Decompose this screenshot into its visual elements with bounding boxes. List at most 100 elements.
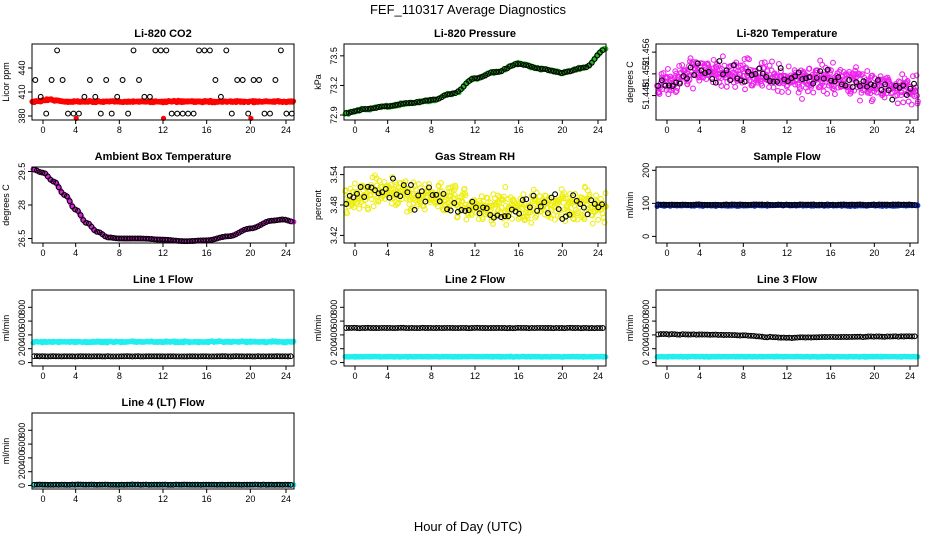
data-point xyxy=(856,83,863,90)
data-point xyxy=(444,91,451,98)
data-point xyxy=(479,216,486,223)
data-point xyxy=(885,87,892,94)
data-point xyxy=(805,201,812,208)
data-point xyxy=(682,201,689,208)
series-average xyxy=(31,353,294,360)
data-point xyxy=(211,353,218,360)
data-point xyxy=(599,201,605,208)
series-average xyxy=(343,324,606,332)
data-point xyxy=(575,65,582,72)
data-point xyxy=(657,331,664,338)
data-point xyxy=(865,333,872,340)
data-point xyxy=(894,92,901,99)
data-point xyxy=(447,207,454,214)
data-point xyxy=(769,334,776,341)
data-point xyxy=(354,107,361,114)
x-tick-label: 16 xyxy=(826,248,836,258)
x-tick-label: 8 xyxy=(429,248,434,258)
data-point xyxy=(58,353,65,360)
x-tick-label: 24 xyxy=(281,248,291,258)
data-point xyxy=(65,110,71,117)
data-point xyxy=(348,324,355,331)
data-point xyxy=(588,59,595,66)
x-tick-label: 12 xyxy=(158,248,168,258)
data-point xyxy=(701,201,708,208)
data-point xyxy=(772,201,779,208)
data-point xyxy=(455,325,462,332)
data-point xyxy=(386,324,393,331)
data-point xyxy=(818,334,825,341)
data-point xyxy=(830,59,836,66)
data-point xyxy=(813,201,820,208)
data-point xyxy=(444,324,451,331)
data-point xyxy=(156,353,163,360)
y-tick-label: 100 xyxy=(641,196,651,211)
data-point xyxy=(276,216,283,223)
data-point xyxy=(206,47,213,54)
data-point xyxy=(252,353,259,360)
x-tick-label: 4 xyxy=(385,125,390,135)
data-point xyxy=(524,215,531,221)
data-point xyxy=(881,94,888,101)
data-point xyxy=(687,331,694,338)
data-point xyxy=(569,67,576,74)
data-point xyxy=(545,325,552,331)
x-tick-label: 8 xyxy=(741,248,746,258)
data-point xyxy=(878,87,885,93)
x-tick-label: 16 xyxy=(514,125,524,135)
data-point xyxy=(541,199,548,206)
data-point xyxy=(660,331,667,338)
data-point xyxy=(799,201,806,208)
panel-title: Gas Stream RH xyxy=(435,151,515,163)
data-point xyxy=(480,198,487,205)
data-point xyxy=(677,201,683,208)
data-point xyxy=(227,233,234,240)
data-point xyxy=(411,99,418,106)
data-point xyxy=(868,333,875,340)
data-point xyxy=(820,75,827,82)
data-point xyxy=(143,353,150,360)
x-tick-label: 12 xyxy=(782,371,792,381)
data-point xyxy=(537,324,543,331)
data-point xyxy=(542,66,549,73)
data-point xyxy=(862,201,869,208)
data-point xyxy=(775,201,782,208)
y-tick-label: 600 xyxy=(329,314,339,329)
data-points xyxy=(654,331,921,360)
data-point xyxy=(345,324,352,331)
data-point xyxy=(693,331,700,338)
data-point xyxy=(799,334,806,341)
data-point xyxy=(203,353,210,360)
data-point xyxy=(265,353,272,360)
data-point xyxy=(375,190,382,197)
data-point xyxy=(589,220,596,227)
y-axis-label: degrees C xyxy=(1,184,11,226)
data-point xyxy=(583,324,590,331)
data-point xyxy=(362,325,369,331)
data-point xyxy=(558,70,565,76)
data-point xyxy=(379,189,386,196)
data-point xyxy=(257,353,264,360)
data-point xyxy=(756,201,763,208)
data-point xyxy=(910,73,916,80)
data-point xyxy=(501,325,508,331)
data-point xyxy=(403,100,410,107)
data-point xyxy=(103,77,110,83)
data-point xyxy=(77,353,84,360)
data-point xyxy=(889,333,896,340)
data-point xyxy=(802,334,809,341)
data-point xyxy=(395,324,401,331)
y-tick-label: 3.54 xyxy=(329,166,339,184)
data-point xyxy=(372,187,378,194)
panel-title: Li-820 Pressure xyxy=(434,28,516,40)
data-point xyxy=(515,61,522,67)
data-point xyxy=(679,331,686,338)
x-tick-label: 24 xyxy=(281,371,291,381)
data-point xyxy=(241,226,248,233)
data-point xyxy=(694,60,701,67)
data-point xyxy=(802,201,809,208)
data-point xyxy=(775,334,782,341)
data-point xyxy=(422,198,429,205)
data-point xyxy=(85,353,92,360)
data-point xyxy=(367,105,374,112)
